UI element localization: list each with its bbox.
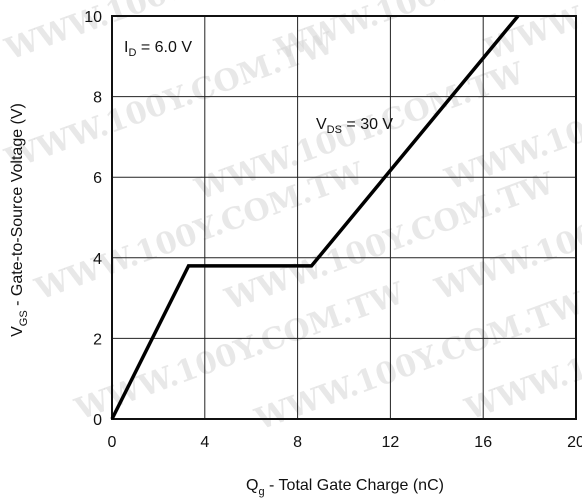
x-tick-label: 20 [567,434,582,451]
watermark-text: WWW.100Y.COM.TW [480,0,582,68]
series-layer [110,14,520,420]
y-tick-label: 4 [93,251,102,268]
watermark-text: WWW.100Y.COM.TW [250,285,582,437]
x-tick-label: 4 [200,434,209,451]
plot-frame [111,15,577,420]
y-tick-labels: 0 2 4 6 8 10 [84,9,102,429]
y-tick-label: 2 [93,331,102,348]
x-tick-label: 0 [108,434,117,451]
watermark-layer: WWW.100Y.COM.TWWWW.100Y.COM.TWWWW.100Y.C… [0,0,582,438]
x-tick-label: 16 [474,434,492,451]
x-axis-label: Qg - Total Gate Charge (nC) [246,477,444,498]
x-tick-labels: 0 4 8 12 16 20 [108,434,582,451]
y-tick-label: 8 [93,90,102,107]
y-tick-label: 0 [93,412,102,429]
annotation-vds: VDS = 30 V [316,116,393,136]
y-axis-label: VGS - Gate-to-Source Voltage (V) [9,103,30,337]
annotation-id: ID = 6.0 V [124,39,192,59]
y-tick-label: 6 [93,170,102,187]
y-tick-label: 10 [84,9,102,26]
x-tick-label: 12 [382,434,400,451]
gate-charge-curve [110,14,520,420]
grid [112,16,576,419]
x-tick-label: 8 [293,434,302,451]
